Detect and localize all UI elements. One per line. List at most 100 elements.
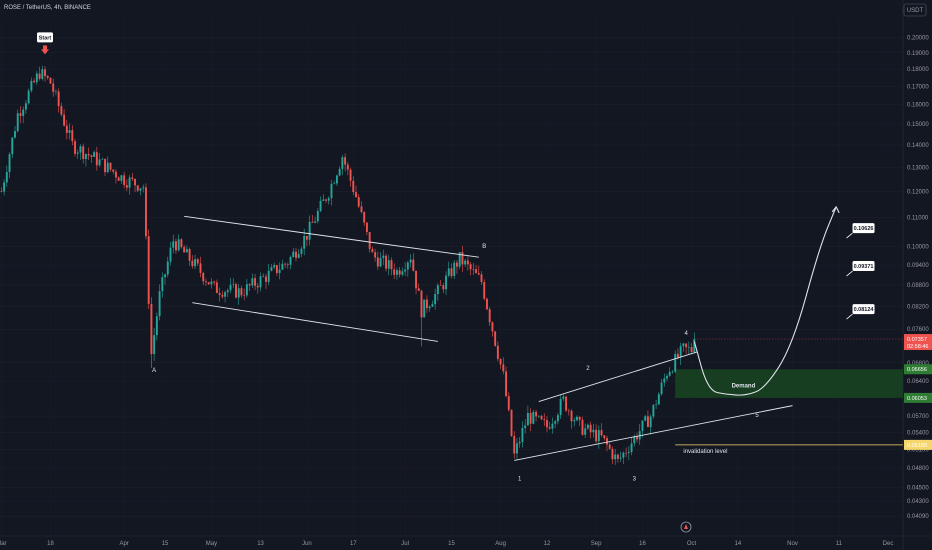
price-tick-label: 0.04300 bbox=[907, 499, 929, 505]
wave-label-w1: 1 bbox=[518, 477, 522, 483]
price-tick-label: 0.04090 bbox=[907, 514, 929, 520]
price-tick-label: 0.05100 bbox=[907, 448, 929, 454]
candle-body bbox=[649, 416, 652, 428]
currency-button[interactable]: USDT bbox=[903, 3, 927, 17]
candle-body bbox=[379, 257, 382, 267]
candle-body bbox=[33, 80, 36, 83]
target-box bbox=[852, 261, 875, 272]
price-tick-label: 0.05700 bbox=[907, 414, 929, 420]
candle-body bbox=[423, 299, 426, 318]
candle-body bbox=[210, 281, 213, 285]
candle-body bbox=[376, 257, 379, 267]
candle-body bbox=[461, 252, 464, 265]
candle-body bbox=[576, 416, 578, 421]
time-tick-label: Aug bbox=[495, 541, 506, 547]
labels: Start A B 1 2 3 4 5 Demand invalidation level 0.10… bbox=[37, 32, 875, 483]
candle-body bbox=[371, 249, 374, 253]
candle-body bbox=[232, 284, 235, 285]
candle-body bbox=[166, 261, 169, 275]
candle-body bbox=[131, 177, 134, 179]
candle-body bbox=[475, 269, 478, 274]
candle-body bbox=[537, 415, 540, 417]
candle-body bbox=[79, 146, 82, 153]
svg-text:USDT: USDT bbox=[907, 8, 924, 14]
candle-body bbox=[526, 412, 529, 426]
wedge-lower-line bbox=[514, 405, 793, 461]
candle-body bbox=[567, 410, 570, 412]
time-tick-label: Apr bbox=[119, 541, 128, 547]
candle-body bbox=[417, 288, 420, 291]
candle-body bbox=[224, 292, 227, 297]
price-tick-label: 0.16000 bbox=[907, 103, 929, 109]
symbol-header: ROSE / TetherUS, 4h, BINANCE bbox=[4, 5, 91, 11]
candle-body bbox=[273, 265, 276, 268]
candle-body bbox=[546, 420, 548, 428]
invalidation-price-tag-box bbox=[904, 439, 932, 450]
candle-body bbox=[0, 191, 3, 193]
candle-body bbox=[22, 109, 25, 116]
candle-body bbox=[486, 298, 488, 310]
candle-body bbox=[147, 236, 150, 304]
candle-body bbox=[472, 269, 475, 270]
candle-body bbox=[57, 91, 60, 107]
time-tick-label: May bbox=[206, 541, 217, 547]
candle-body bbox=[123, 175, 126, 186]
time-tick-label: Jul bbox=[401, 541, 409, 547]
projection-arrow-icon bbox=[831, 205, 840, 214]
candle-body bbox=[363, 211, 366, 223]
candle-body bbox=[226, 290, 229, 293]
candle-body bbox=[685, 343, 688, 348]
candle-body bbox=[65, 125, 68, 133]
candle-body bbox=[341, 157, 344, 169]
candle-body bbox=[311, 221, 314, 223]
price-axis[interactable]: 0.20000 0.19000 0.18000 0.17000 0.16000 0.150… bbox=[902, 0, 932, 550]
candle-body bbox=[616, 454, 619, 459]
candle-body bbox=[693, 339, 696, 353]
candle-body bbox=[128, 177, 131, 188]
time-axis[interactable]: Mar 18 Apr 15 May 13 Jun 17 Jul 15 Aug 12 Sep 16 Oct 14… bbox=[0, 535, 932, 547]
candle-body bbox=[387, 260, 390, 269]
candle-body bbox=[434, 293, 437, 305]
candle-body bbox=[177, 239, 180, 251]
candle-body bbox=[104, 158, 106, 173]
candle-body bbox=[106, 162, 109, 173]
candle-body bbox=[125, 185, 128, 188]
candle-body bbox=[185, 249, 188, 253]
candle-body bbox=[368, 232, 371, 250]
candle-body bbox=[84, 154, 87, 160]
candle-body bbox=[139, 188, 142, 191]
candle-body bbox=[262, 276, 265, 277]
candle-body bbox=[144, 187, 147, 237]
candle-body bbox=[480, 274, 483, 283]
candle-body bbox=[289, 256, 292, 265]
target-pointer bbox=[846, 313, 853, 320]
candle-body bbox=[532, 411, 535, 424]
target-pointer bbox=[846, 232, 853, 239]
candle-body bbox=[54, 91, 57, 93]
wave-label-w2: 2 bbox=[586, 366, 590, 372]
candle-body bbox=[687, 347, 690, 348]
candle-body bbox=[284, 263, 287, 265]
candle-body bbox=[518, 441, 521, 444]
candle-body bbox=[570, 410, 573, 422]
candle-body bbox=[524, 425, 527, 429]
candle-body bbox=[676, 353, 679, 358]
time-tick-label: 11 bbox=[836, 541, 843, 547]
candle-body bbox=[447, 268, 450, 276]
candle-body bbox=[597, 430, 600, 442]
candle-body bbox=[93, 152, 96, 157]
candle-body bbox=[382, 255, 385, 258]
candle-body bbox=[428, 306, 431, 309]
price-tick-label: 0.18000 bbox=[907, 67, 929, 73]
candle-body bbox=[292, 251, 295, 257]
candle-body bbox=[513, 436, 516, 454]
candle-body bbox=[690, 347, 693, 353]
candle-body bbox=[608, 444, 611, 449]
time-tick-label: 15 bbox=[162, 541, 169, 547]
candle-body bbox=[60, 106, 63, 115]
candle-body bbox=[442, 285, 445, 290]
candle-body bbox=[254, 278, 257, 286]
candle-body bbox=[76, 152, 79, 154]
candle-body bbox=[194, 259, 197, 267]
